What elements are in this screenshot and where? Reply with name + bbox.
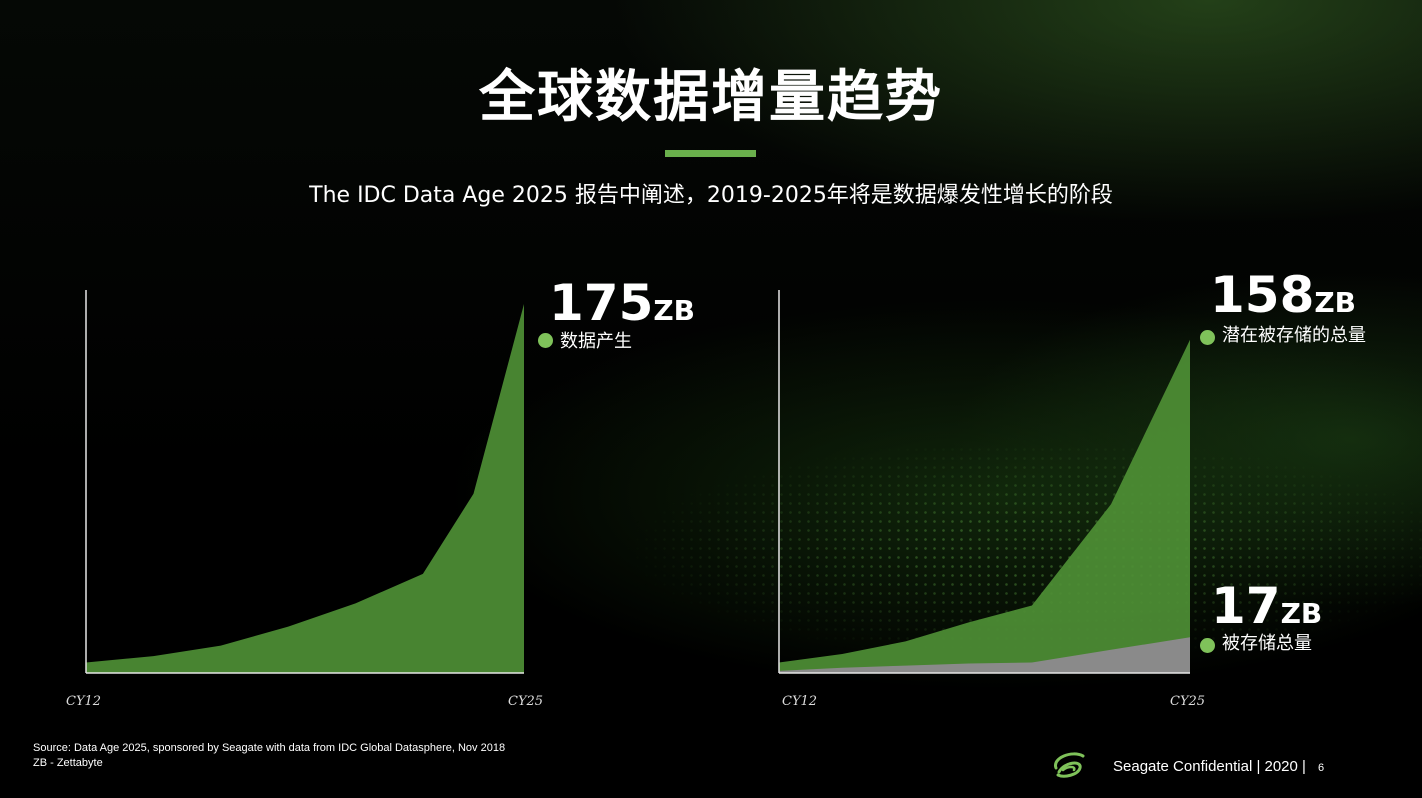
legend-data-generated: 数据产生 <box>538 330 632 354</box>
chart-data-generated: CY12 CY25 <box>66 290 543 709</box>
x-tick-end: CY25 <box>1170 694 1205 709</box>
area-series-stored <box>779 637 1190 673</box>
legend-dot <box>538 332 553 348</box>
value-158: 158ZB <box>1210 270 1356 320</box>
seagate-logo-icon <box>1054 752 1085 778</box>
source-line: Source: Data Age 2025, sponsored by Seag… <box>33 742 506 754</box>
footer-text: Seagate Confidential | 2020 | <box>1113 758 1306 775</box>
legend-label: 被存储总量 <box>1222 633 1312 654</box>
legend-label: 数据产生 <box>560 331 632 352</box>
slide-subtitle: The IDC Data Age 2025 报告中阐述，2019-2025年将是… <box>309 183 1113 208</box>
page-number: 6 <box>1317 762 1325 774</box>
value-number: 17 <box>1211 577 1281 635</box>
value-unit: ZB <box>1280 597 1323 630</box>
legend-dot <box>1200 330 1215 345</box>
value-unit: ZB <box>653 294 696 327</box>
value-number: 158 <box>1210 266 1315 324</box>
area-series-potential-stored <box>779 339 1190 673</box>
x-tick-start: CY12 <box>66 694 101 709</box>
x-tick-end: CY25 <box>508 694 543 709</box>
slide-title: 全球数据增量趋势 <box>479 65 943 130</box>
footer: Seagate Confidential | 2020 | 6 <box>1113 758 1324 775</box>
legend-potential-stored: 潜在被存储的总量 <box>1200 324 1372 348</box>
source-note: Source: Data Age 2025, sponsored by Seag… <box>33 741 505 771</box>
value-number: 175 <box>549 274 654 332</box>
source-line: ZB - Zettabyte <box>33 757 103 769</box>
area-series-data-generated <box>86 304 524 673</box>
legend-label: 潜在被存储的总量 <box>1222 325 1366 346</box>
legend-stored: 被存储总量 <box>1200 632 1372 656</box>
value-unit: ZB <box>1314 286 1357 319</box>
legend-dot <box>1200 638 1215 653</box>
chart-data-stored: CY12 CY25 <box>778 290 1205 709</box>
value-17: 17ZB <box>1211 581 1322 631</box>
title-underline <box>665 150 756 157</box>
x-tick-start: CY12 <box>782 694 817 709</box>
value-175: 175ZB <box>549 278 695 328</box>
